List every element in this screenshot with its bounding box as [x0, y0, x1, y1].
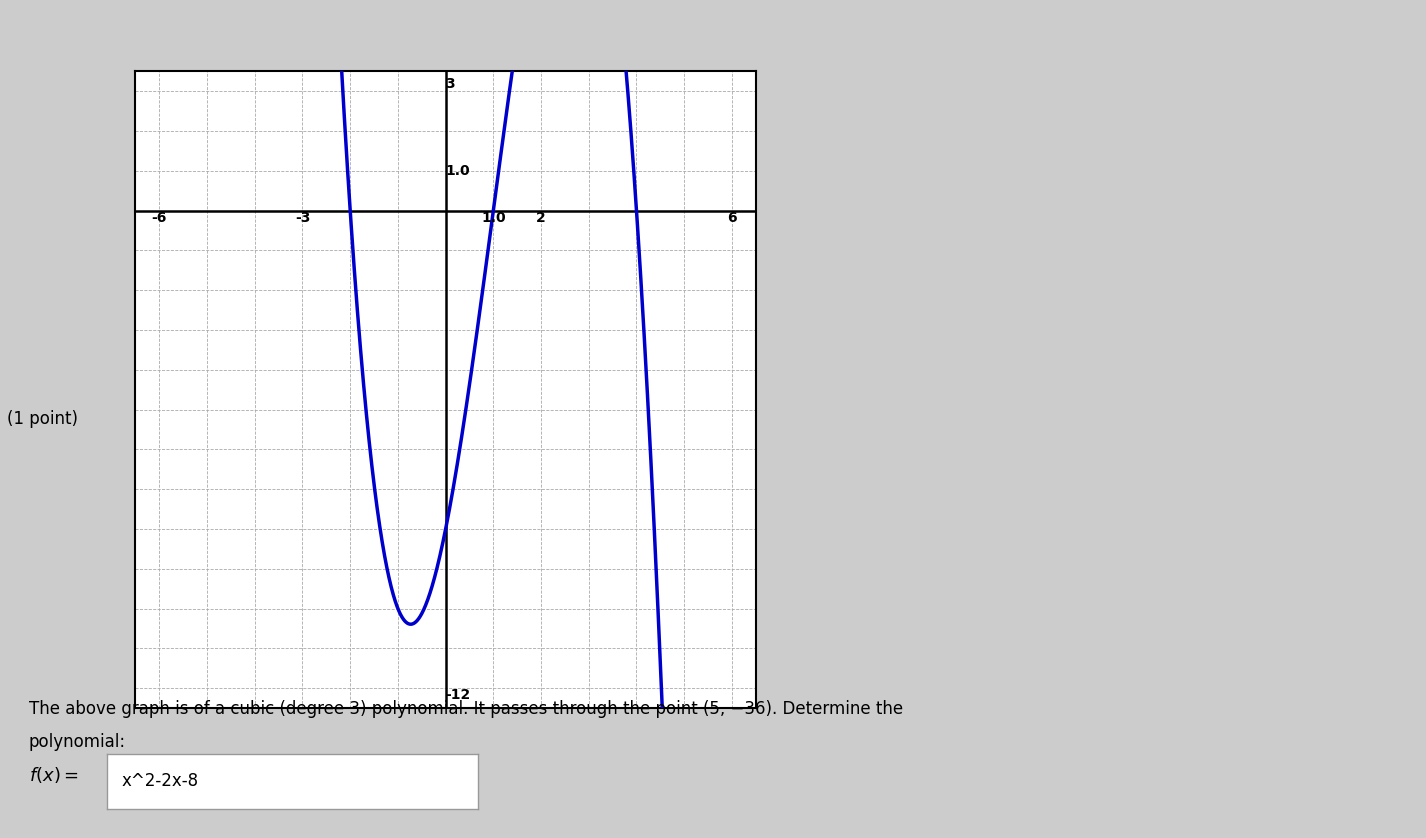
Text: $f(x)=$: $f(x)=$ — [29, 765, 78, 785]
Text: polynomial:: polynomial: — [29, 733, 125, 751]
Text: (1 point): (1 point) — [7, 410, 78, 428]
Text: -3: -3 — [295, 210, 311, 225]
Text: The above graph is of a cubic (degree 3) polynomial. It passes through the point: The above graph is of a cubic (degree 3)… — [29, 700, 903, 717]
Text: -12: -12 — [445, 688, 471, 702]
Text: -6: -6 — [151, 210, 167, 225]
Text: 3: 3 — [445, 77, 455, 91]
Text: 6: 6 — [727, 210, 737, 225]
Text: 1.0: 1.0 — [481, 210, 506, 225]
Text: x^2-2x-8: x^2-2x-8 — [121, 773, 198, 790]
Text: 2: 2 — [536, 210, 546, 225]
Text: 1.0: 1.0 — [445, 163, 471, 178]
